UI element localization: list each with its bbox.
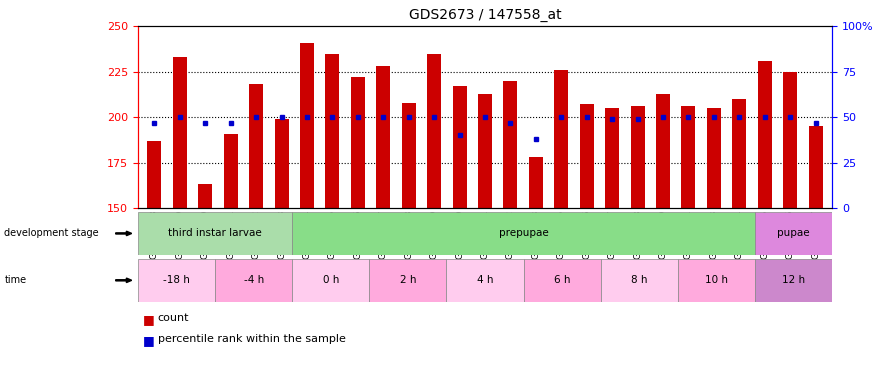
Text: GDS2673 / 147558_at: GDS2673 / 147558_at [409,8,562,21]
Text: 6 h: 6 h [554,275,570,285]
Bar [523,259,601,302]
Bar [504,81,517,208]
Bar [605,108,619,208]
Bar [755,212,832,255]
Bar [678,259,755,302]
Bar [579,105,594,208]
Bar [732,99,747,208]
Text: development stage: development stage [4,228,99,238]
Text: -18 h: -18 h [163,275,190,285]
Bar [292,259,369,302]
Bar [809,126,822,208]
Bar [427,54,441,208]
Bar [215,259,292,302]
Bar [554,70,569,208]
Bar [173,57,187,208]
Text: count: count [158,313,189,323]
Text: time: time [4,275,27,285]
Bar [198,184,213,208]
Text: 12 h: 12 h [782,275,805,285]
Bar [351,77,365,208]
Bar [682,106,695,208]
Text: prepupae: prepupae [498,228,548,238]
Bar [401,103,416,208]
Bar [453,86,466,208]
Bar [138,212,292,255]
Bar [300,43,314,208]
Text: pupae: pupae [777,228,810,238]
Bar [757,61,772,208]
Bar [376,66,391,208]
Text: percentile rank within the sample: percentile rank within the sample [158,334,345,344]
Text: ■: ■ [142,334,154,347]
Text: -4 h: -4 h [244,275,263,285]
Bar [292,212,755,255]
Bar [755,259,832,302]
Text: 0 h: 0 h [322,275,339,285]
Bar [707,108,721,208]
Bar [447,259,523,302]
Text: 8 h: 8 h [631,275,648,285]
Bar [631,106,644,208]
Bar [148,141,161,208]
Bar [478,93,492,208]
Bar [275,119,288,208]
Bar [369,259,447,302]
Bar [326,54,339,208]
Text: 4 h: 4 h [477,275,493,285]
Text: ■: ■ [142,313,154,326]
Bar [783,72,797,208]
Bar [138,259,215,302]
Bar [223,134,238,208]
Bar [249,84,263,208]
Text: 10 h: 10 h [705,275,728,285]
Bar [529,157,543,208]
Bar [601,259,678,302]
Bar [656,93,670,208]
Text: 2 h: 2 h [400,275,417,285]
Text: third instar larvae: third instar larvae [168,228,262,238]
